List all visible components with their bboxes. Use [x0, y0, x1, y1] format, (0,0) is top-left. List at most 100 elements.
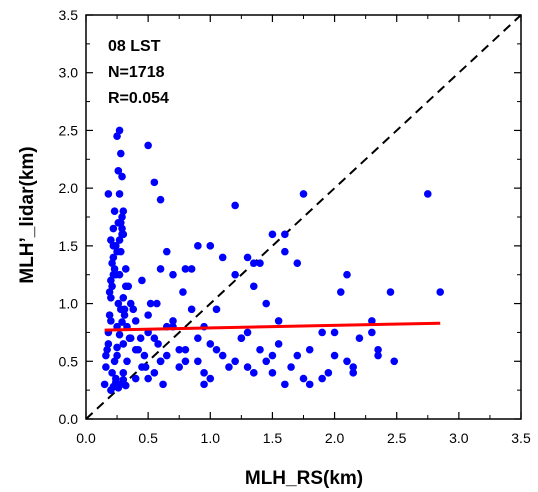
x-tick-label: 0.5 — [138, 430, 158, 446]
data-point — [318, 374, 326, 383]
data-point — [110, 357, 119, 366]
data-point — [206, 374, 215, 383]
x-tick-label: 2.5 — [387, 430, 407, 446]
data-point — [119, 294, 128, 302]
data-point — [121, 265, 130, 273]
data-point — [108, 259, 116, 267]
data-point — [115, 330, 124, 339]
data-point — [212, 305, 221, 314]
y-tick-label: 3.5 — [59, 7, 79, 23]
x-tick-label: 2.0 — [325, 430, 345, 446]
data-point — [118, 224, 126, 233]
plot-area — [85, 14, 522, 420]
data-point — [120, 311, 129, 319]
data-point — [115, 190, 124, 198]
data-point — [113, 343, 121, 352]
data-point — [187, 265, 196, 273]
data-point — [131, 374, 140, 383]
data-point — [287, 363, 295, 371]
data-point — [123, 357, 131, 366]
x-axis-title: MLH_RS(km) — [245, 468, 363, 489]
data-point — [194, 357, 202, 366]
data-point — [293, 351, 302, 360]
data-point — [107, 236, 115, 244]
data-point — [136, 334, 145, 343]
data-point — [126, 334, 135, 343]
data-point — [115, 126, 124, 135]
data-point — [181, 357, 190, 366]
data-point — [131, 317, 140, 325]
data-point — [175, 363, 184, 371]
data-point — [336, 288, 345, 296]
data-point — [206, 242, 215, 250]
data-point — [256, 345, 264, 354]
data-point — [119, 369, 128, 377]
data-point — [243, 363, 252, 371]
data-point — [118, 172, 126, 181]
data-point — [212, 345, 221, 354]
data-point — [138, 276, 146, 285]
data-point — [256, 259, 264, 267]
y-tick-label: 1.5 — [59, 238, 79, 254]
data-point — [169, 270, 177, 279]
data-point — [102, 351, 110, 360]
data-point — [349, 363, 358, 371]
data-point — [281, 380, 289, 389]
data-point — [243, 253, 252, 262]
data-point — [114, 218, 123, 227]
annotation-n: N=1718 — [108, 64, 165, 81]
data-point — [179, 288, 187, 296]
data-point — [274, 317, 283, 325]
data-point — [118, 213, 126, 221]
y-tick-label: 0.0 — [59, 411, 79, 427]
data-point — [114, 299, 123, 308]
annotation-r: R=0.054 — [108, 90, 169, 107]
data-point — [268, 230, 277, 239]
data-point — [249, 259, 258, 267]
data-point — [243, 328, 252, 337]
data-point — [110, 265, 119, 273]
data-point — [131, 345, 140, 354]
data-point — [175, 345, 184, 354]
data-point — [113, 132, 121, 140]
y-tick-label: 1.0 — [59, 296, 79, 312]
data-point — [200, 369, 208, 377]
data-point — [281, 247, 289, 256]
data-point — [144, 374, 152, 383]
data-point — [140, 351, 149, 360]
data-point — [118, 230, 126, 239]
data-point — [305, 380, 314, 389]
data-point — [268, 351, 277, 360]
ticks-layer: 0.0 0.0 0.5 0.5 1.0 1.0 1.5 1.5 2.0 2.0 2.5 2.5 3.0 3… — [59, 7, 531, 446]
data-point — [107, 317, 115, 325]
data-point — [108, 282, 116, 291]
data-point — [156, 265, 165, 273]
data-point — [318, 328, 326, 337]
data-point — [107, 276, 115, 285]
data-point — [305, 345, 314, 354]
data-point — [299, 374, 308, 383]
data-point — [181, 345, 190, 354]
data-point — [103, 345, 111, 354]
data-point — [231, 270, 239, 279]
data-point — [200, 380, 208, 389]
data-point — [110, 207, 119, 216]
data-point — [349, 369, 358, 377]
y-axis-title: MLH’_lidar(km) — [17, 146, 38, 283]
data-point — [281, 230, 289, 239]
data-point — [138, 363, 146, 371]
data-point — [156, 195, 165, 204]
data-point — [237, 334, 246, 343]
reference-line — [85, 14, 522, 420]
data-point — [105, 288, 114, 296]
data-point — [181, 265, 190, 273]
data-point — [274, 340, 283, 348]
data-point — [262, 357, 271, 366]
data-point — [162, 247, 171, 256]
data-point — [112, 242, 120, 250]
data-point — [374, 351, 382, 360]
data-point — [144, 311, 152, 319]
annotation-lst: 08 LST — [108, 38, 161, 55]
y-tick-label: 2.5 — [59, 122, 79, 138]
